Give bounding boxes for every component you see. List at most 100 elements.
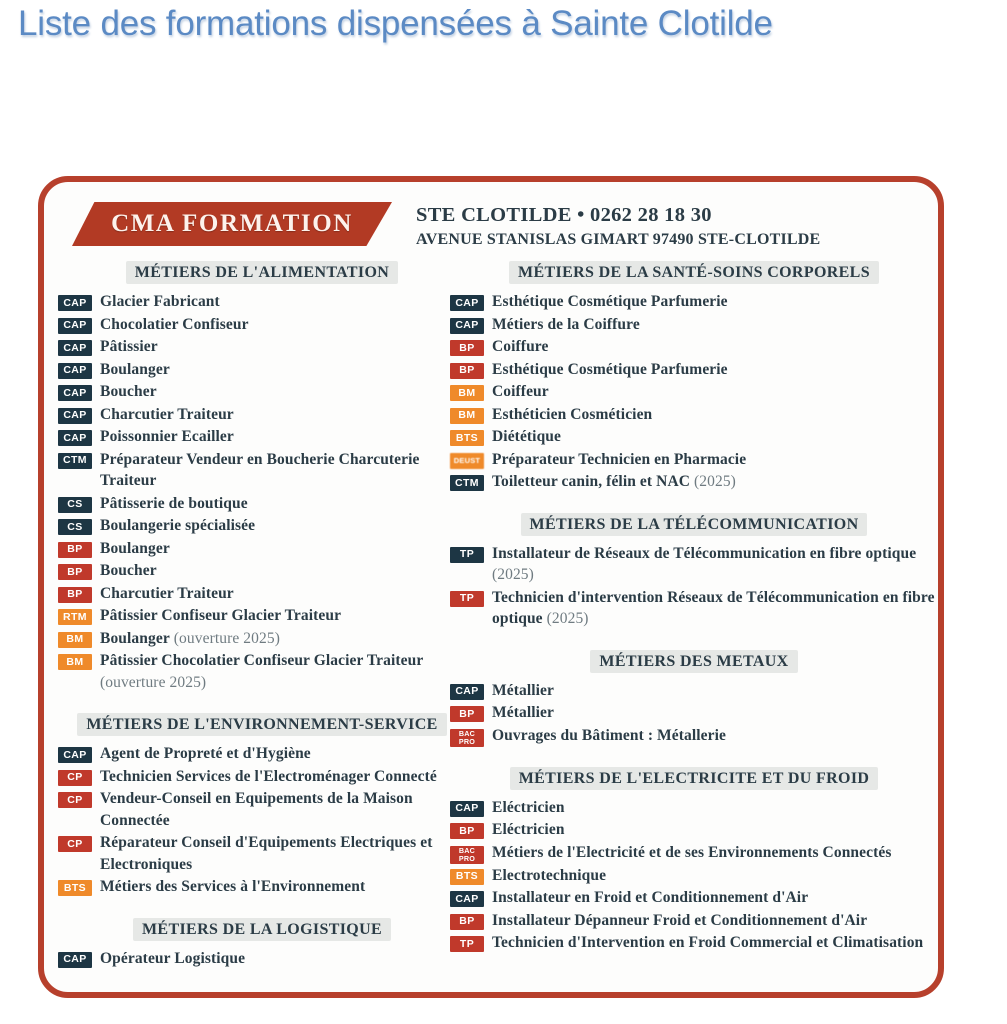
formation-row[interactable]: BM Boulanger (ouverture 2025) xyxy=(52,628,472,650)
badge-cell: BTS xyxy=(52,876,98,896)
formation-row[interactable]: CAP Glacier Fabricant xyxy=(52,291,472,313)
formation-label: Boulangerie spécialisée xyxy=(98,515,472,537)
formation-row[interactable]: CTM Préparateur Vendeur en Boucherie Char… xyxy=(52,449,472,492)
formation-note: (ouverture 2025) xyxy=(169,629,280,647)
formation-row[interactable]: CTM Toiletteur canin, félin et NAC (2025) xyxy=(444,471,944,493)
formation-row[interactable]: BAC PRO Ouvrages du Bâtiment : Métallerie xyxy=(444,725,944,747)
formation-title: Pâtisserie de boutique xyxy=(100,494,248,512)
formation-title: Boucher xyxy=(100,383,157,400)
formation-row[interactable]: CP Vendeur-Conseil en Equipements de la M… xyxy=(52,788,472,831)
diploma-badge-cap: CAP xyxy=(58,430,92,446)
formation-row[interactable]: DEUST Préparateur Technicien en Pharmacie xyxy=(444,449,944,471)
formation-label: Métiers des Services à l'Environnement xyxy=(98,876,472,898)
badge-cell: BAC PRO xyxy=(444,725,490,747)
formation-row[interactable]: BP Installateur Dépanneur Froid et Condit… xyxy=(444,910,944,932)
section-heading-metiers-de-l-alimentation: MÉTIERS DE L'ALIMENTATION xyxy=(52,261,472,284)
formation-row[interactable]: BP Boucher xyxy=(52,560,472,582)
formation-label: Métiers de l'Electricité et de ses Envir… xyxy=(490,842,944,864)
diploma-badge-bp: BP xyxy=(58,586,92,603)
badge-cell: BP xyxy=(52,538,98,558)
formation-title: Installateur en Froid et Conditionnement… xyxy=(492,889,809,906)
diploma-badge-cap: CAP xyxy=(450,800,484,817)
diploma-badge-cap: CAP xyxy=(58,317,92,334)
formation-row[interactable]: CS Boulangerie spécialisée xyxy=(52,515,472,537)
formation-row[interactable]: CAP Métiers de la Coiffure xyxy=(444,314,944,336)
formation-row[interactable]: BP Coiffure xyxy=(444,336,944,358)
section-heading-metiers-de-la-telecommunication: MÉTIERS DE LA TÉLÉCOMMUNICATION xyxy=(444,512,944,536)
formation-title: Métiers de l'Electricité et de ses Envir… xyxy=(492,843,892,861)
formation-title: Diététique xyxy=(492,428,562,445)
diploma-badge-bp: BP xyxy=(450,823,484,839)
formation-title: Eléctricien xyxy=(492,798,565,816)
formation-row[interactable]: BP Boulanger xyxy=(52,538,472,560)
formation-row[interactable]: BP Charcutier Traiteur xyxy=(52,583,472,605)
formation-label: Réparateur Conseil d'Equipements Electri… xyxy=(98,832,472,875)
formation-row[interactable]: BP Eléctricien xyxy=(444,819,944,841)
formation-row[interactable]: CP Réparateur Conseil d'Equipements Elect… xyxy=(52,832,472,875)
formation-label: Agent de Propreté et d'Hygiène xyxy=(98,743,472,765)
formation-row[interactable]: CAP Boucher xyxy=(52,381,472,403)
contact-address: AVENUE STANISLAS GIMART 97490 STE-CLOTIL… xyxy=(416,231,821,248)
formation-list: CAP Opérateur Logistique xyxy=(52,948,472,970)
formation-row[interactable]: CAP Charcutier Traiteur xyxy=(52,404,472,426)
formation-label: Charcutier Traiteur xyxy=(98,404,472,426)
formation-row[interactable]: TP Technicien d'Intervention en Froid Com… xyxy=(444,932,944,954)
formation-title: Poissonnier Ecailler xyxy=(100,428,234,445)
formation-title: Charcutier Traiteur xyxy=(100,584,234,602)
diploma-badge-cap: CAP xyxy=(58,951,92,968)
formation-row[interactable]: CAP Installateur en Froid et Conditionnem… xyxy=(444,887,944,909)
formation-title: Toiletteur canin, félin et NAC xyxy=(492,473,691,490)
formation-row[interactable]: BTS Métiers des Services à l'Environnemen… xyxy=(52,876,472,898)
section-heading-label: MÉTIERS DES METAUX xyxy=(590,649,798,673)
formation-row[interactable]: CAP Eléctricien xyxy=(444,797,944,819)
formation-row[interactable]: RTM Pâtissier Confiseur Glacier Traiteur xyxy=(52,605,472,627)
formation-row[interactable]: CAP Pâtissier xyxy=(52,336,472,358)
badge-cell: BM xyxy=(444,404,490,424)
formation-row[interactable]: BM Pâtissier Chocolatier Confiseur Glacie… xyxy=(52,650,472,693)
formation-row[interactable]: CP Technicien Services de l'Electroménage… xyxy=(52,766,472,788)
formation-row[interactable]: CAP Poissonnier Ecailler xyxy=(52,426,472,448)
formation-row[interactable]: CAP Esthétique Cosmétique Parfumerie xyxy=(444,291,944,313)
formation-title: Eléctricien xyxy=(492,821,565,838)
formation-row[interactable]: BP Esthétique Cosmétique Parfumerie xyxy=(444,359,944,381)
formation-title: Installateur de Réseaux de Télécommunica… xyxy=(492,544,917,562)
formation-row[interactable]: BP Métallier xyxy=(444,702,944,724)
section-heading-metiers-de-l-electricite-et-du-froid: MÉTIERS DE L'ELECTRICITE ET DU FROID xyxy=(444,766,944,790)
page-title: Liste des formations dispensées à Sainte… xyxy=(18,4,773,43)
formation-row[interactable]: TP Installateur de Réseaux de Télécommuni… xyxy=(444,543,944,586)
formation-row[interactable]: CS Pâtisserie de boutique xyxy=(52,493,472,515)
badge-cell: CAP xyxy=(52,743,98,763)
badge-cell: CAP xyxy=(52,359,98,379)
formation-row[interactable]: CAP Agent de Propreté et d'Hygiène xyxy=(52,743,472,765)
badge-cell: CS xyxy=(52,515,98,535)
formation-label: Eléctricien xyxy=(490,819,944,841)
formation-row[interactable]: BAC PRO Métiers de l'Electricité et de ses… xyxy=(444,842,944,864)
formation-row[interactable]: BM Esthéticien Cosméticien xyxy=(444,404,944,426)
formation-label: Métiers de la Coiffure xyxy=(490,314,944,336)
diploma-badge-bts: BTS xyxy=(450,868,484,885)
formation-row[interactable]: CAP Chocolatier Confiseur xyxy=(52,314,472,336)
section-spacer xyxy=(444,494,944,514)
diploma-badge-bts: BTS xyxy=(450,430,484,446)
diploma-badge-tp: TP xyxy=(450,590,484,607)
formation-label: Vendeur-Conseil en Equipements de la Mai… xyxy=(98,788,472,831)
formation-label: Opérateur Logistique xyxy=(98,948,472,970)
formation-row[interactable]: CAP Métallier xyxy=(444,680,944,702)
formation-label: Boulanger xyxy=(98,359,472,381)
section-spacer xyxy=(444,631,944,651)
formation-title: Boulanger xyxy=(100,629,170,647)
formation-row[interactable]: CAP Boulanger xyxy=(52,359,472,381)
formation-row[interactable]: CAP Opérateur Logistique xyxy=(52,948,472,970)
formation-row[interactable]: BTS Diététique xyxy=(444,426,944,448)
formation-title: Préparateur Technicien en Pharmacie xyxy=(492,450,747,468)
diploma-badge-cap: CAP xyxy=(58,362,92,379)
formation-row[interactable]: TP Technicien d'intervention Réseaux de T… xyxy=(444,587,944,630)
formation-title: Pâtissier xyxy=(100,338,158,355)
formation-label: Ouvrages du Bâtiment : Métallerie xyxy=(490,725,944,747)
formation-row[interactable]: BM Coiffeur xyxy=(444,381,944,403)
badge-cell: TP xyxy=(444,543,490,563)
formation-row[interactable]: BTS Electrotechnique xyxy=(444,865,944,887)
diploma-badge-ctm: CTM xyxy=(450,475,484,491)
contact-city-phone: STE CLOTILDE • 0262 28 18 30 xyxy=(416,204,712,226)
formation-card: CMA FORMATION STE CLOTILDE • 0262 28 18 … xyxy=(38,176,944,998)
